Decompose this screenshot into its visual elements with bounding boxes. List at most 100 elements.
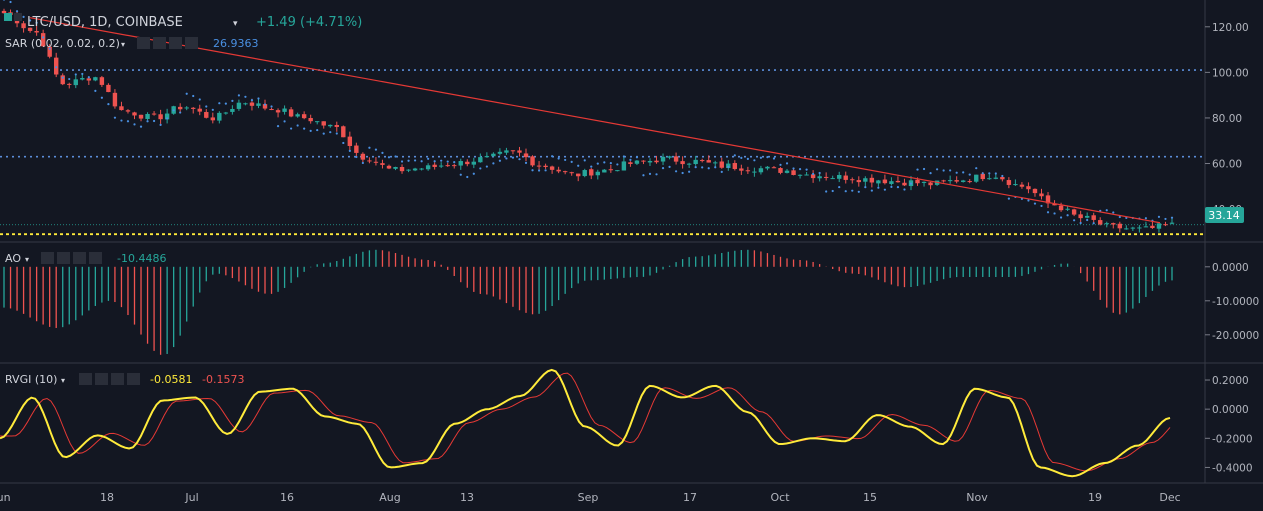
sar-dot [564, 158, 567, 162]
sar-dot [485, 165, 488, 168]
sar-dot [9, 0, 12, 4]
sar-dot [557, 157, 560, 160]
sar-dot [942, 169, 945, 172]
sar-dot [133, 123, 136, 126]
symbol-title[interactable]: LTC/USD, 1D, COINBASE [27, 15, 183, 30]
candle-body [902, 182, 907, 186]
sar-dot [1144, 217, 1147, 220]
candle-body [784, 170, 790, 173]
candle-body [1019, 184, 1025, 187]
sar-visibility-icon[interactable] [137, 37, 150, 49]
candle-body [106, 84, 111, 93]
sar-dot [179, 111, 182, 114]
sar-dot [1066, 214, 1069, 217]
sar-dot [577, 164, 580, 167]
ao-add-icon[interactable] [73, 252, 86, 264]
sar-dot [107, 103, 110, 106]
candle-body [974, 174, 979, 182]
candle-body [334, 125, 339, 127]
candle-body [947, 180, 953, 182]
sar-dot [766, 155, 769, 159]
sar-dot [159, 123, 162, 126]
sar-dropdown-icon[interactable]: ▾ [121, 40, 125, 49]
candle-body [1058, 205, 1064, 211]
sar-dot [231, 99, 234, 102]
ao-settings-icon[interactable] [57, 252, 70, 264]
rvgi-visibility-icon[interactable] [79, 373, 92, 385]
rvgi-signal-value: -0.1573 [202, 373, 244, 386]
candle-body [634, 160, 640, 164]
rvgi-dropdown-icon[interactable]: ▾ [61, 376, 65, 385]
symbol-dropdown-icon[interactable]: ▾ [233, 19, 238, 29]
candle-body [562, 171, 568, 173]
sar-dot [877, 186, 880, 189]
sar-dots [3, 0, 1174, 225]
candle-body [438, 165, 444, 167]
sar-dot [844, 190, 847, 193]
sar-dot [981, 172, 984, 175]
candle-body [21, 23, 26, 29]
candle-body [1006, 180, 1012, 185]
candle-body [602, 169, 607, 173]
candle-body [243, 103, 248, 105]
sar-dot [185, 92, 188, 95]
sar-dot [622, 155, 625, 158]
sar-dot [420, 160, 423, 163]
candle-body [80, 78, 85, 80]
candle-body [810, 174, 816, 179]
sar-dot [825, 190, 828, 193]
sar-dot [635, 156, 639, 159]
rvgi-settings-icon[interactable] [95, 373, 108, 385]
candle-body [308, 118, 313, 122]
sar-indicator-name[interactable]: SAR (0.02, 0.02, 0.2) [5, 37, 120, 50]
candle-body [471, 161, 477, 165]
sar-remove-icon[interactable] [185, 37, 198, 49]
sar-dot [3, 0, 5, 1]
ao-axis-tick-label: 0.0000 [1212, 262, 1249, 274]
sar-dot [616, 163, 619, 166]
candle-body [1156, 223, 1162, 229]
sar-dot [198, 98, 201, 101]
candle-body [576, 173, 581, 177]
sar-dot [531, 169, 534, 172]
sar-dot [394, 155, 397, 158]
sar-dot [955, 171, 958, 174]
rvgi-add-icon[interactable] [111, 373, 124, 385]
sar-dot [224, 102, 227, 105]
candle-body [523, 153, 529, 158]
candle-body [373, 161, 379, 163]
candle-body [647, 160, 653, 163]
sar-dot [1033, 202, 1037, 205]
rvgi-indicator-name[interactable]: RVGI (10) [5, 373, 57, 386]
sar-settings-icon[interactable] [153, 37, 166, 49]
sar-dot [1118, 215, 1121, 219]
ao-remove-icon[interactable] [89, 252, 102, 264]
rvgi-axis-tick-label: -0.2000 [1212, 433, 1253, 445]
rvgi-remove-icon[interactable] [127, 373, 140, 385]
sar-dot [688, 170, 691, 173]
sar-dot [922, 167, 926, 171]
candle-body [132, 112, 137, 116]
sar-dot [629, 158, 632, 161]
ao-axis-tick-label: -10.0000 [1212, 296, 1259, 308]
candle-body [863, 178, 868, 182]
ao-indicator-name[interactable]: AO [5, 252, 21, 265]
candle-body [86, 78, 92, 81]
ao-dropdown-icon[interactable]: ▾ [25, 255, 29, 264]
sar-dot [283, 120, 286, 123]
sar-add-icon[interactable] [169, 37, 182, 49]
ao-visibility-icon[interactable] [41, 252, 54, 264]
sar-dot [1086, 218, 1089, 222]
candle-body [667, 156, 672, 158]
sar-dot [590, 165, 593, 168]
sar-dot [733, 154, 736, 157]
candle-body [713, 162, 718, 164]
sar-dot [681, 171, 684, 175]
candle-body [484, 156, 490, 158]
rvgi-axis-tick-label: 0.0000 [1212, 404, 1249, 416]
candle-body [628, 162, 633, 164]
candle-body [980, 173, 985, 180]
